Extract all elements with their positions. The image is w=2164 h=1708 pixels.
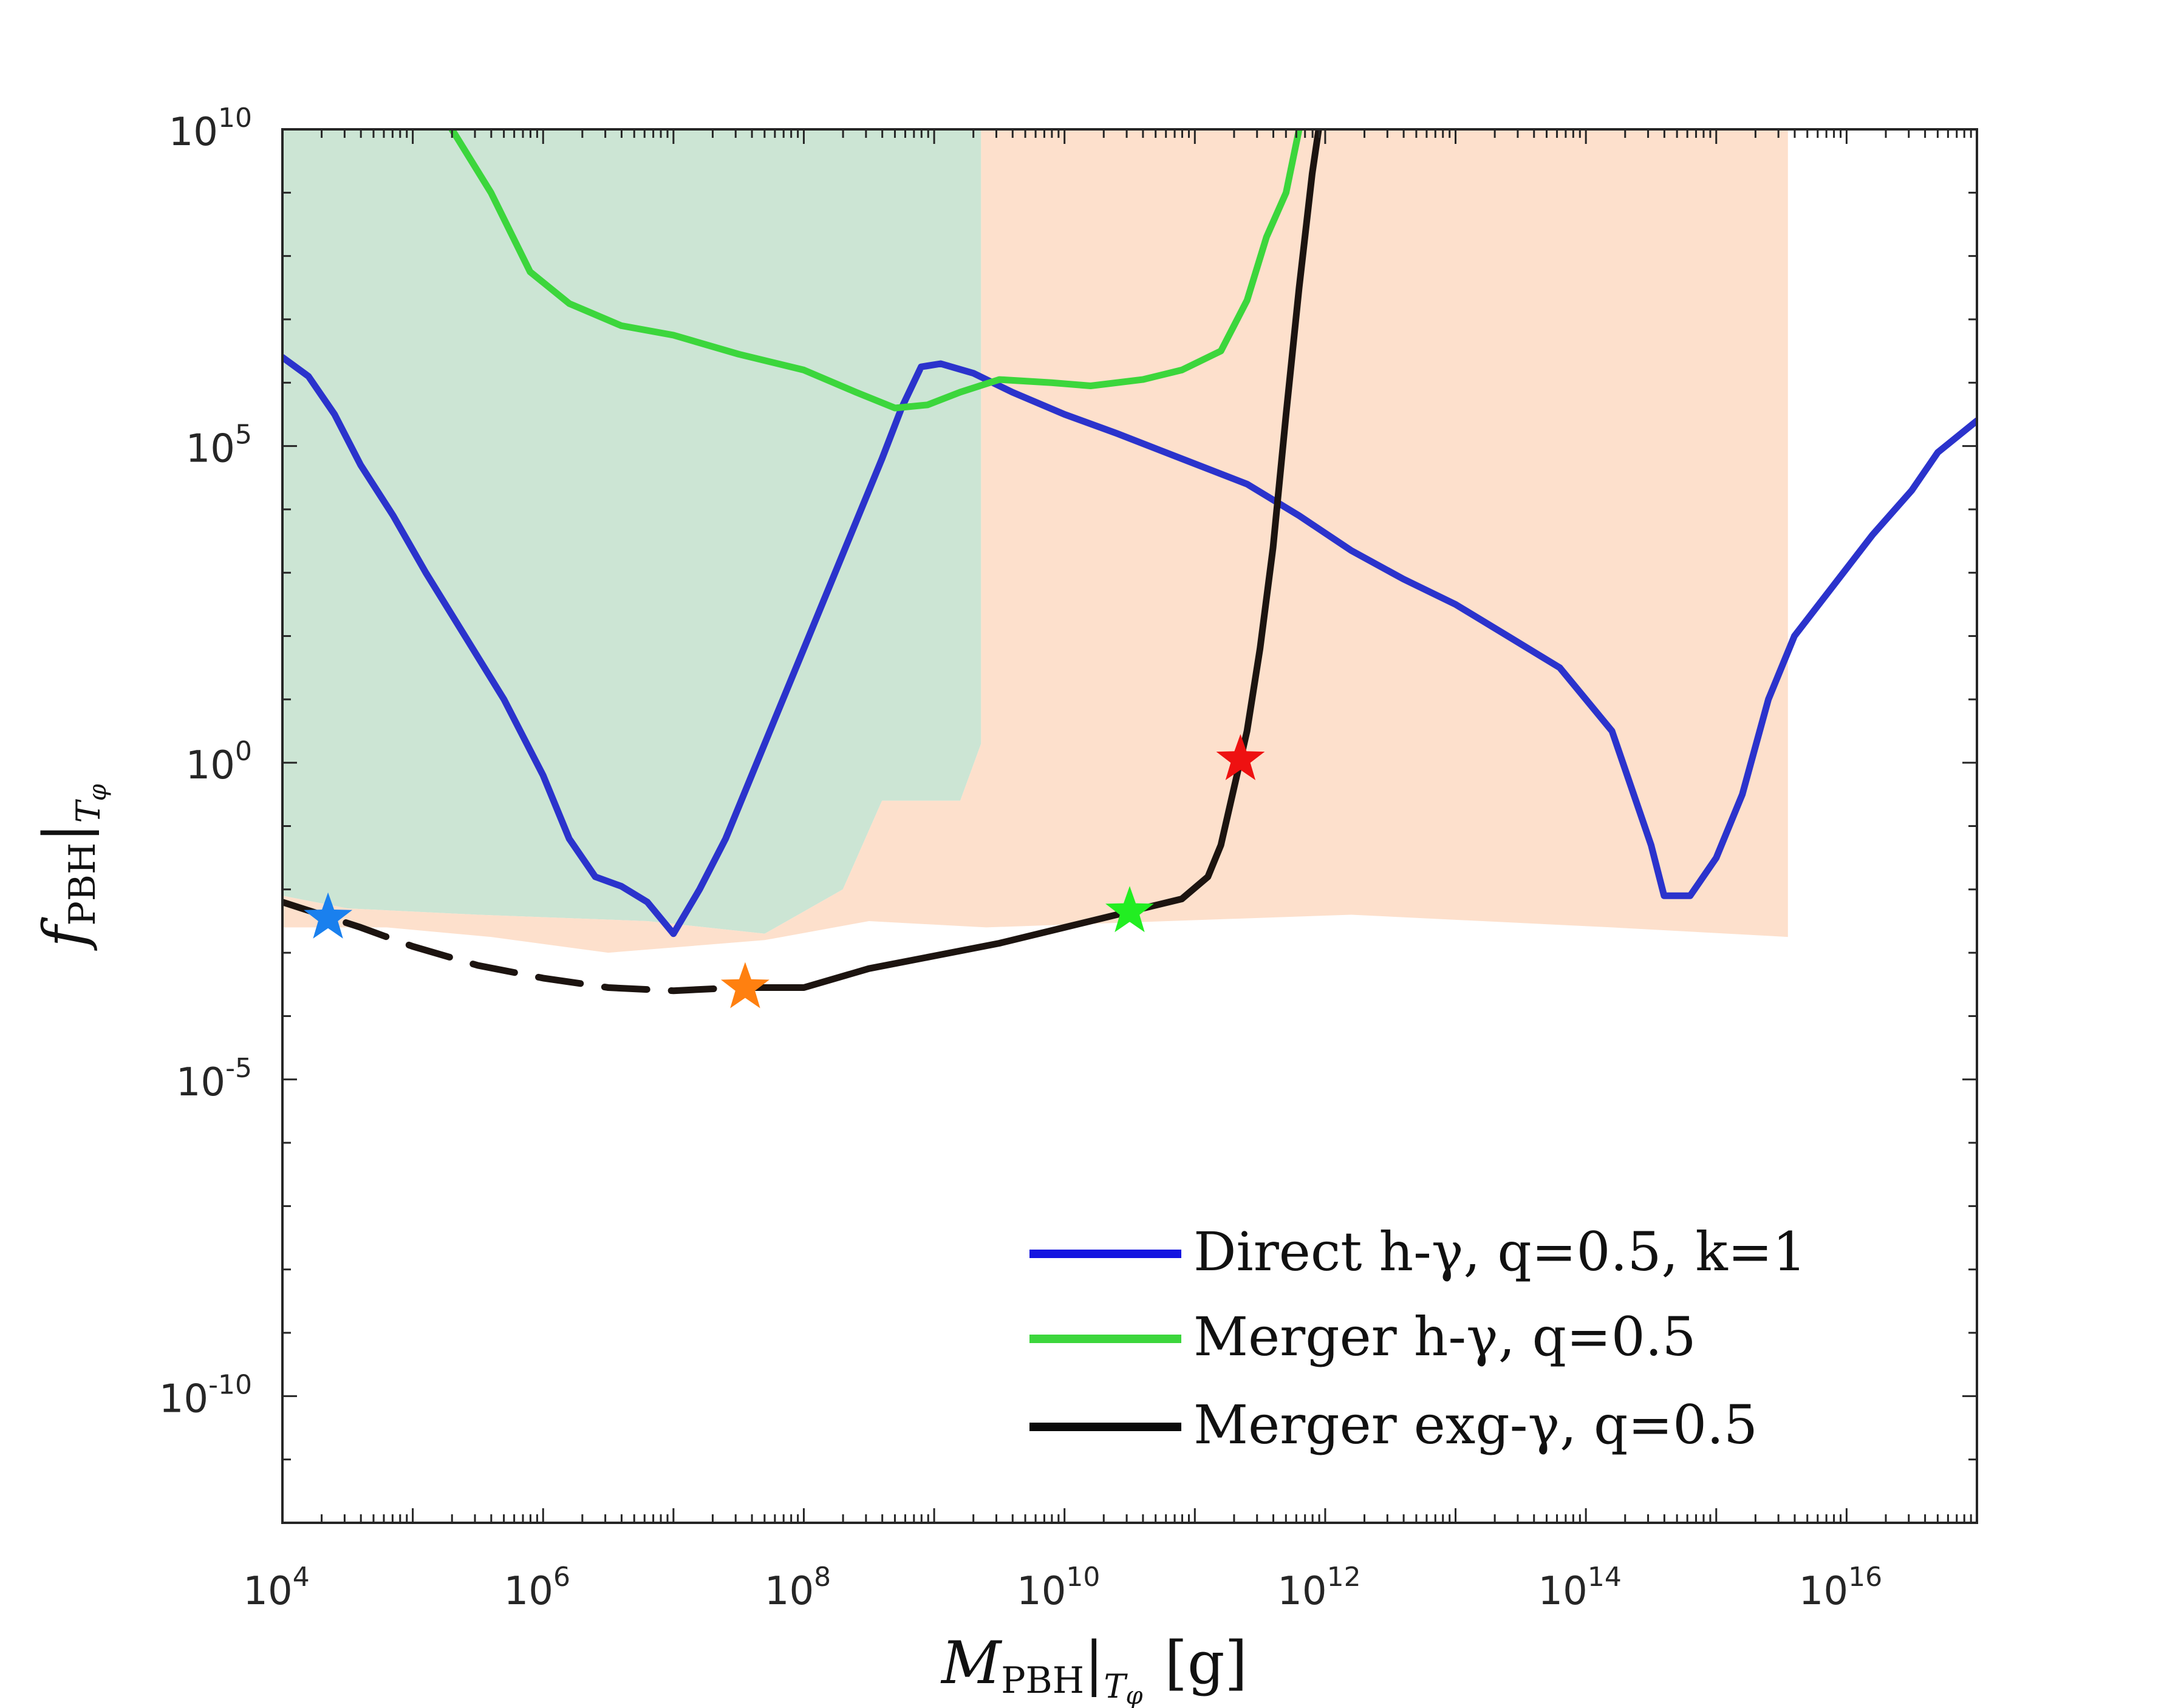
x-tick-label-exp: 4 <box>293 1562 310 1593</box>
series-line-2-solid <box>735 129 1322 991</box>
x-tick-label-base: 10 <box>504 1569 553 1614</box>
x-tick-label-exp: 12 <box>1327 1562 1361 1593</box>
x-axis-label-sub3: φ <box>1125 1682 1142 1708</box>
x-axis-label: MPBH|Tφ [g] <box>940 1629 1248 1708</box>
x-tick-label: 1016 <box>1799 1562 1882 1614</box>
y-tick-label-exp: 5 <box>235 420 252 451</box>
series-line-0 <box>282 354 1977 937</box>
y-tick-label: 10-10 <box>159 1369 252 1421</box>
series-line-2-dashed <box>282 899 742 995</box>
y-axis-label-sub2: T <box>69 798 108 823</box>
series-line-1 <box>448 129 1303 412</box>
x-tick-label-exp: 8 <box>814 1562 831 1593</box>
x-tick-label-base: 10 <box>243 1569 292 1614</box>
y-axis-label-sub3: φ <box>84 784 112 801</box>
y-tick-label-base: 10 <box>169 110 218 155</box>
legend-label-merger-h: Merger h-γ, q=0.5 <box>1193 1305 1696 1368</box>
x-tick-label: 1010 <box>1017 1562 1100 1614</box>
y-tick-label: 100 <box>186 736 252 788</box>
green-star <box>1105 886 1154 933</box>
x-tick-label-base: 10 <box>765 1569 814 1614</box>
plot-frame <box>281 128 1978 1524</box>
x-axis-label-sub: PBH <box>1001 1659 1084 1702</box>
y-tick-label-base: 10 <box>186 427 235 472</box>
series-lines <box>282 129 1977 995</box>
x-tick-label-exp: 6 <box>553 1562 570 1593</box>
x-axis-label-unit: [g] <box>1164 1629 1247 1697</box>
x-tick-label-base: 10 <box>1799 1569 1848 1614</box>
y-tick-label-base: 10 <box>159 1376 208 1421</box>
legend-label-direct: Direct h-γ, q=0.5, k=1 <box>1193 1220 1806 1283</box>
y-tick-label-exp: 0 <box>235 736 252 767</box>
legend: Direct h-γ, q=0.5, k=1 Merger h-γ, q=0.5… <box>1029 1220 1806 1456</box>
y-tick-label: 105 <box>186 420 252 472</box>
x-axis-label-sub2: T <box>1104 1667 1128 1706</box>
y-tick-label-base: 10 <box>176 1060 225 1105</box>
x-tick-label-exp: 14 <box>1588 1562 1622 1593</box>
x-tick-label-exp: 10 <box>1066 1562 1100 1593</box>
x-tick-label: 104 <box>243 1562 309 1614</box>
x-tick-label-base: 10 <box>1277 1569 1326 1614</box>
y-tick-label-base: 10 <box>186 743 235 788</box>
y-axis-label-sub: PBH <box>61 843 104 926</box>
y-tick-label: 1010 <box>169 103 252 155</box>
x-tick-labels: 104 106 108 1010 1012 1014 1016 <box>243 1562 1882 1614</box>
y-tick-label-exp: -5 <box>225 1053 252 1084</box>
green-excluded-region <box>282 129 981 934</box>
axis-ticks <box>281 128 1977 1524</box>
x-tick-label-base: 10 <box>1538 1569 1587 1614</box>
x-tick-label: 1012 <box>1277 1562 1360 1614</box>
legend-label-merger-exg: Merger exg-γ, q=0.5 <box>1193 1393 1758 1456</box>
red-star <box>1216 734 1265 780</box>
y-tick-label-exp: 10 <box>218 103 252 134</box>
y-axis-label: fPBH|Tφ <box>31 784 112 951</box>
shaded-regions <box>282 129 1788 953</box>
x-tick-label-base: 10 <box>1017 1569 1066 1614</box>
x-axis-label-symbol: M <box>940 1629 1003 1697</box>
x-tick-label: 106 <box>504 1562 570 1614</box>
blue-star <box>304 892 353 939</box>
y-tick-label-exp: -10 <box>208 1369 252 1400</box>
x-tick-label: 108 <box>765 1562 831 1614</box>
y-tick-label: 10-5 <box>176 1053 252 1105</box>
x-tick-label-exp: 16 <box>1848 1562 1882 1593</box>
orange-excluded-region <box>282 129 1788 953</box>
orange-star <box>720 962 770 1009</box>
star-markers <box>304 734 1265 1009</box>
x-tick-label: 1014 <box>1538 1562 1621 1614</box>
